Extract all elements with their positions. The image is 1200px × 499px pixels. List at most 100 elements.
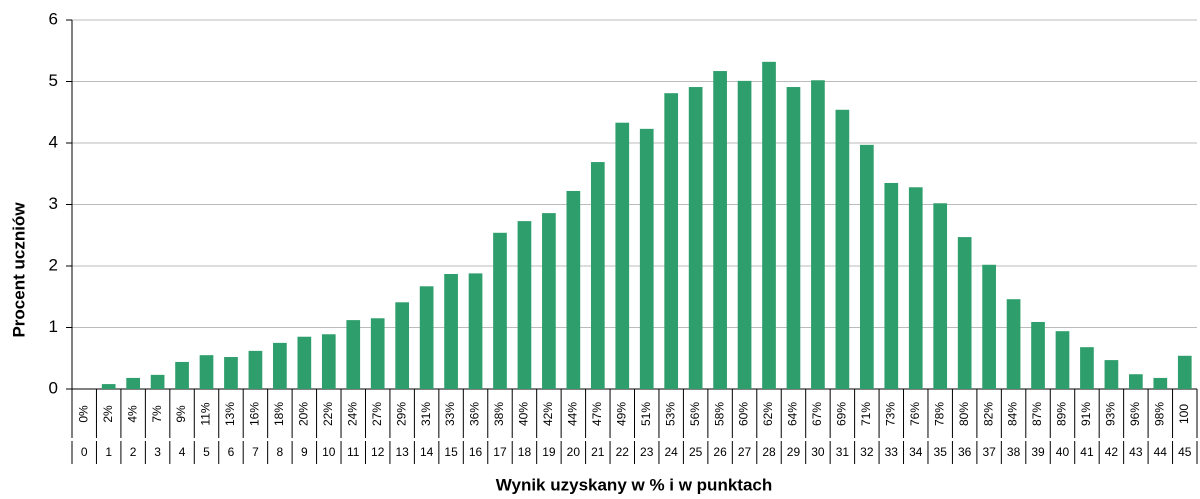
x-tick-label: 23 — [640, 445, 654, 459]
bar — [346, 320, 361, 389]
x-tick-label: 98% — [1152, 402, 1166, 426]
x-tick-label: 1 — [105, 445, 112, 459]
x-tick-label: 36% — [468, 402, 482, 426]
x-tick-label: 53% — [663, 402, 677, 426]
y-tick-label: 4 — [49, 132, 58, 151]
x-tick-label: 18 — [518, 445, 532, 459]
x-tick-label: 89% — [1055, 402, 1069, 426]
x-tick-label: 3 — [154, 445, 161, 459]
bar — [1153, 377, 1168, 389]
bar — [884, 182, 899, 389]
x-tick-label: 38% — [492, 402, 506, 426]
x-tick-label: 67% — [810, 402, 824, 426]
y-tick-label: 3 — [49, 194, 58, 213]
x-tick-label: 47% — [590, 402, 604, 426]
bar — [297, 336, 312, 389]
bar — [762, 61, 776, 389]
x-tick-label: 19 — [542, 445, 556, 459]
bar — [1031, 321, 1045, 389]
bar — [248, 350, 263, 389]
bar — [933, 203, 948, 389]
bar — [395, 302, 410, 389]
x-tick-label: 24 — [665, 445, 679, 459]
x-tick-label: 73% — [883, 402, 897, 426]
x-tick-label: 11% — [199, 402, 213, 425]
x-tick-label: 29 — [787, 445, 801, 459]
x-tick-label: 9% — [174, 405, 188, 423]
bar — [419, 286, 434, 389]
x-tick-label: 43 — [1129, 445, 1143, 459]
bar — [615, 122, 630, 389]
x-tick-label: 58% — [712, 402, 726, 426]
x-tick-label: 5 — [203, 445, 210, 459]
x-tick-label: 41 — [1080, 445, 1094, 459]
x-tick-label: 42% — [541, 402, 555, 426]
x-tick-label: 40 — [1056, 445, 1070, 459]
y-axis-title: Procent uczniów — [9, 202, 28, 338]
bar — [101, 384, 116, 389]
x-tick-label: 100 — [1177, 404, 1191, 424]
x-tick-label: 27 — [738, 445, 752, 459]
x-tick-label: 56% — [688, 402, 702, 426]
x-tick-label: 31 — [836, 445, 850, 459]
x-tick-label: 80% — [957, 402, 971, 426]
x-tick-label: 27% — [370, 402, 384, 426]
x-tick-label: 25 — [689, 445, 703, 459]
bar — [273, 342, 287, 389]
x-tick-label: 32 — [860, 445, 874, 459]
bar — [542, 213, 556, 389]
x-tick-label: 96% — [1128, 402, 1142, 426]
x-tick-label: 2 — [130, 445, 137, 459]
bar — [468, 273, 483, 389]
x-tick-label: 49% — [614, 402, 628, 426]
bar — [957, 237, 972, 389]
x-tick-label: 16% — [248, 402, 262, 426]
bar — [982, 264, 996, 389]
x-tick-label: 2% — [101, 405, 115, 423]
x-tick-label: 84% — [1006, 402, 1020, 426]
bar — [126, 377, 140, 389]
bar — [370, 318, 385, 389]
x-tick-label: 33% — [443, 402, 457, 426]
bar — [224, 357, 238, 389]
y-tick-label: 2 — [49, 255, 58, 274]
x-tick-label: 4% — [125, 405, 139, 423]
x-tick-label: 44 — [1154, 445, 1168, 459]
bar — [175, 361, 189, 389]
x-tick-label: 35 — [934, 445, 948, 459]
x-tick-label: 76% — [908, 402, 922, 426]
x-tick-label: 12 — [371, 445, 385, 459]
x-tick-label: 28 — [762, 445, 776, 459]
y-tick-label: 6 — [49, 9, 58, 28]
x-tick-label: 8 — [277, 445, 284, 459]
x-tick-label: 7% — [150, 405, 164, 423]
x-tick-label: 26 — [713, 445, 727, 459]
bar — [859, 144, 874, 389]
y-tick-label: 0 — [49, 378, 58, 397]
x-tick-label: 0 — [81, 445, 88, 459]
x-tick-label: 17 — [493, 445, 507, 459]
x-tick-label: 38 — [1007, 445, 1021, 459]
bar — [639, 128, 654, 390]
bar — [566, 190, 581, 389]
bar — [517, 221, 532, 389]
bar — [835, 109, 850, 389]
x-tick-label: 11 — [347, 445, 360, 459]
y-tick-label: 5 — [49, 71, 58, 90]
x-tick-label: 20% — [297, 402, 311, 426]
x-tick-label: 24% — [345, 402, 359, 426]
bar — [150, 374, 165, 389]
x-tick-label: 29% — [394, 402, 408, 426]
x-tick-label: 60% — [737, 402, 751, 426]
bar — [737, 80, 752, 389]
bar — [1006, 299, 1021, 389]
bar — [199, 355, 214, 389]
x-tick-label: 62% — [761, 402, 775, 426]
x-tick-label: 14 — [420, 445, 434, 459]
bar — [493, 232, 507, 389]
x-tick-label: 69% — [835, 402, 849, 426]
bar — [786, 87, 801, 389]
x-tick-label: 37 — [982, 445, 996, 459]
bar — [444, 273, 458, 389]
x-tick-label: 40% — [517, 402, 531, 426]
